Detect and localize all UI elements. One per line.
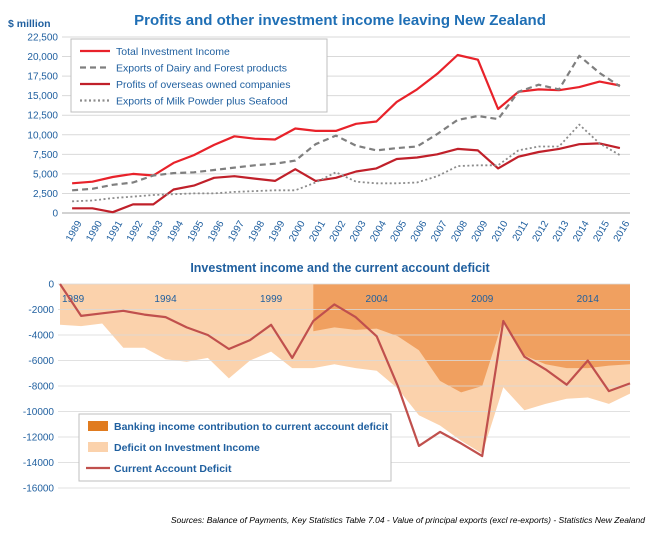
top-y-tick-label: 20,000 — [27, 52, 58, 63]
bottom-area-banking-income — [313, 284, 630, 393]
bottom-y-tick-label: -12000 — [23, 433, 55, 444]
bottom-legend-label: Deficit on Investment Income — [114, 442, 260, 454]
bottom-x-year-label: 1994 — [154, 294, 177, 305]
top-x-tick-label: 2008 — [449, 219, 470, 244]
top-y-tick-label: 15,000 — [27, 91, 58, 102]
top-x-tick-label: 2004 — [368, 219, 389, 244]
bottom-y-tick-label: -16000 — [23, 484, 55, 495]
top-legend-label: Total Investment Income — [116, 46, 230, 58]
top-y-tick-label: 0 — [52, 209, 58, 220]
top-x-tick-label: 2016 — [612, 219, 633, 244]
top-x-tick-label: 1997 — [226, 219, 247, 244]
top-legend-label: Exports of Dairy and Forest products — [116, 62, 287, 74]
bottom-legend-box — [78, 413, 392, 482]
bottom-y-tick-label: -6000 — [28, 356, 54, 367]
top-series-line-2 — [72, 142, 621, 214]
bottom-y-tick-label: -14000 — [23, 458, 55, 469]
bottom-y-tick-label: -10000 — [23, 407, 55, 418]
top-legend-label: Profits of overseas owned companies — [116, 79, 291, 91]
bottom-x-year-labels: 1989 1994 1999 2004 2009 2014 — [62, 294, 599, 305]
top-legend: Total Investment Income Exports of Dairy … — [70, 38, 328, 113]
top-x-tick-label: 2013 — [551, 219, 572, 244]
top-x-tick-label: 2005 — [389, 219, 410, 244]
top-x-tick-label: 2012 — [531, 219, 552, 244]
bottom-y-tick-labels: 0 -2000 -4000 -6000 -8000 -10000 -12000 -14000 -… — [23, 280, 55, 495]
top-x-tick-label: 2001 — [307, 219, 328, 244]
top-x-tick-label: 2003 — [348, 219, 369, 244]
top-x-tick-labels: 1989 1990 1991 1992 1993 1994 1995 1996 1997 1998… — [64, 219, 633, 244]
top-y-tick-label: 10,000 — [27, 130, 58, 141]
top-series-line-3 — [72, 123, 621, 203]
bottom-current-account-line — [59, 283, 631, 458]
bottom-y-tick-label: -2000 — [28, 305, 54, 316]
top-series-line-1 — [72, 54, 621, 192]
top-y-tick-label: 22,500 — [27, 33, 58, 44]
bottom-legend-swatch — [88, 442, 108, 452]
top-x-tick-label: 2006 — [409, 219, 430, 244]
top-legend-box — [70, 38, 328, 113]
top-x-tick-label: 1999 — [267, 219, 288, 244]
top-x-tick-label: 2009 — [470, 219, 491, 244]
top-x-tick-label: 1993 — [145, 219, 166, 244]
bottom-x-year-label: 2014 — [577, 294, 600, 305]
top-y-tick-label: 17,500 — [27, 72, 58, 83]
top-x-tick-label: 1992 — [125, 219, 146, 244]
bottom-chart-title: Investment income and the current accoun… — [190, 261, 490, 275]
top-x-tick-label: 2014 — [571, 219, 592, 244]
bottom-y-tick-label: -8000 — [28, 382, 54, 393]
bottom-x-year-label: 1989 — [62, 294, 85, 305]
bottom-legend: Banking income contribution to current a… — [78, 413, 392, 482]
top-x-tick-label: 1995 — [186, 219, 207, 244]
top-y-axis-label: $ million — [8, 18, 51, 30]
top-y-tick-label: 7,500 — [33, 150, 58, 161]
top-y-tick-label: 5,000 — [33, 169, 58, 180]
top-x-tick-label: 1996 — [206, 219, 227, 244]
top-y-tick-label: 2,500 — [33, 189, 58, 200]
top-series-lines — [72, 53, 621, 214]
bottom-x-year-label: 1999 — [260, 294, 283, 305]
top-x-tick-label: 1994 — [165, 219, 186, 244]
top-x-tick-label: 2007 — [429, 219, 450, 244]
bottom-y-tick-label: 0 — [48, 280, 54, 291]
top-chart: Profits and other investment income leav… — [8, 12, 633, 244]
top-x-tick-label: 2010 — [490, 219, 511, 244]
bottom-x-year-label: 2009 — [471, 294, 494, 305]
top-legend-label: Exports of Milk Powder plus Seafood — [116, 95, 288, 107]
top-y-tick-labels: 22,500 20,000 17,500 15,000 12,500 10,000 7,50… — [27, 33, 58, 220]
source-note: Sources: Balance of Payments, Key Statis… — [171, 515, 645, 525]
bottom-legend-label: Banking income contribution to current a… — [114, 421, 389, 433]
top-chart-title: Profits and other investment income leav… — [134, 12, 546, 29]
top-x-tick-label: 1998 — [247, 219, 268, 244]
bottom-current-account-polyline — [59, 283, 631, 458]
top-x-tick-label: 2002 — [328, 219, 349, 244]
bottom-chart: Investment income and the current accoun… — [23, 261, 631, 495]
bottom-y-tick-label: -4000 — [28, 331, 54, 342]
bottom-x-year-label: 2004 — [366, 294, 389, 305]
top-x-tick-label: 1989 — [64, 219, 85, 244]
top-x-tick-label: 2015 — [591, 219, 612, 244]
top-x-tick-label: 1990 — [84, 219, 105, 244]
top-x-tick-label: 2000 — [287, 219, 308, 244]
bottom-legend-swatch — [88, 421, 108, 431]
top-y-tick-label: 12,500 — [27, 111, 58, 122]
top-series-line-0 — [72, 53, 621, 185]
top-x-tick-label: 1991 — [105, 219, 126, 244]
bottom-legend-label: Current Account Deficit — [114, 463, 232, 475]
top-x-tick-label: 2011 — [511, 219, 531, 244]
